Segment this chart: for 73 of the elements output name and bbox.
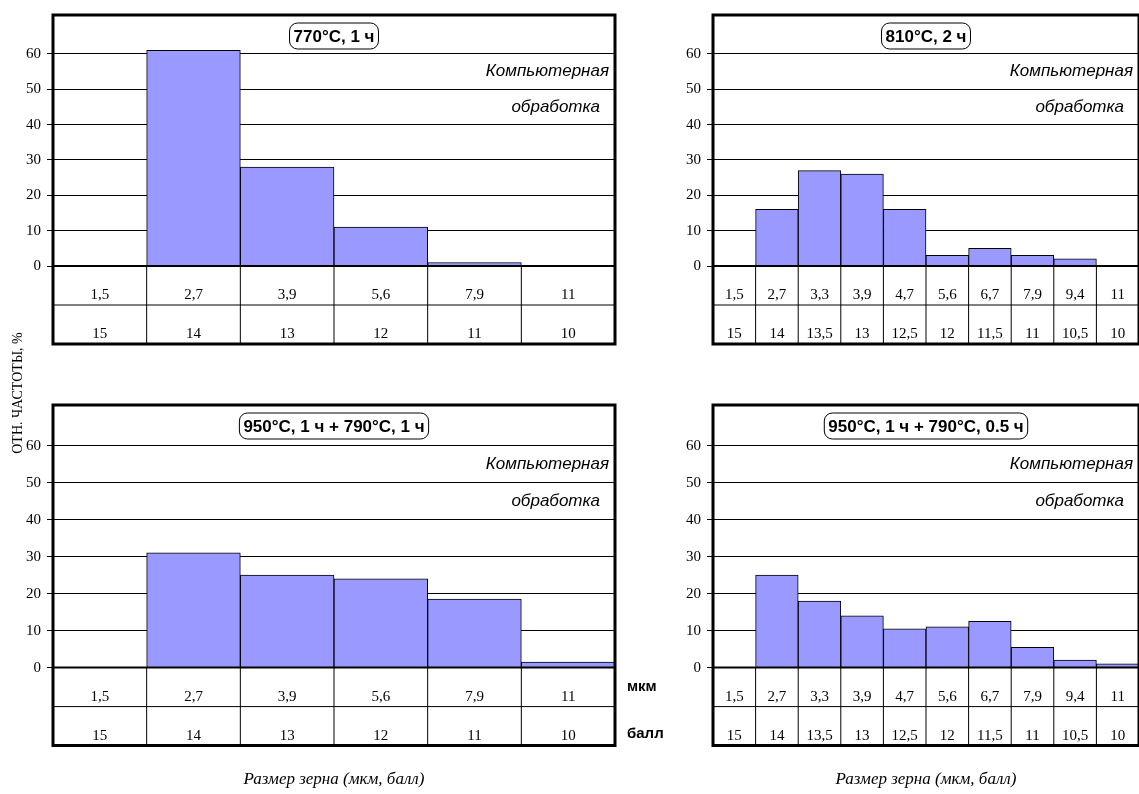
category-label: 3,9 13 [852,286,872,342]
y-tick-label: 50 [686,80,701,97]
y-tick-label: 20 [686,584,701,601]
category-label: 11 10 [1110,286,1126,342]
category-label: 7,9 11 [465,286,484,342]
y-tick-label: 10 [26,221,41,238]
y-tick-label: 10 [686,221,701,238]
text: балл [627,724,664,742]
y-tick-label: 20 [26,584,41,601]
y-tick-label: 10 [26,621,41,638]
category-label: 11 10 [1110,688,1126,744]
y-tick-label: 30 [686,150,701,167]
category-label: 9,4 10,5 [1061,688,1089,744]
y-tick-label: 50 [26,80,41,97]
x-axis-title: Размер зерна (мкм, балл) [834,769,1017,789]
annotation: Компьютерная обработка [1009,453,1133,510]
category-label: 2,7 14 [767,286,787,342]
category-label: 3,9 13 [852,688,872,744]
y-tick-label: 30 [26,150,41,167]
category-label: 4,7 12,5 [891,688,918,744]
category-label: 2,7 14 [184,688,203,744]
category-label: 7,9 11 [1023,688,1042,744]
category-label: 9,4 10,5 [1061,286,1089,342]
category-label: 3,3 13,5 [806,286,833,342]
category-label: 1,5 15 [724,286,744,342]
annotation: Компьютерная обработка [1009,61,1133,116]
y-tick-label: 30 [686,547,701,564]
y-tick-label: 50 [26,473,41,490]
category-label: 2,7 14 [767,688,787,744]
category-label: 11 10 [560,688,576,744]
category-label: 5,6 12 [371,286,391,342]
text: мкм [627,677,657,695]
category-label: 1,5 15 [90,688,110,744]
annotation: Компьютерная обработка [485,453,609,510]
y-tick-label: 60 [26,44,41,61]
y-tick-label: 0 [33,256,41,273]
category-label: 3,9 13 [277,286,297,342]
y-tick-label: 20 [26,186,41,203]
y-tick-label: 40 [26,115,41,132]
category-label: 6,7 11,5 [977,688,1003,744]
category-label: 3,3 13,5 [806,688,833,744]
category-label: 11 10 [560,286,576,342]
x-axis-title: Размер зерна (мкм, балл) [242,769,425,789]
y-tick-label: 60 [686,44,701,61]
y-tick-label: 40 [686,115,701,132]
y-tick-label: 0 [33,658,41,675]
category-label: 5,6 12 [937,286,957,342]
y-tick-label: 0 [693,658,701,675]
category-label: 1,5 15 [90,286,110,342]
text: 770°C, 1 ч [293,26,375,46]
category-label: 2,7 14 [184,286,203,342]
text: 950°C, 1 ч + 790°C, 0.5 ч [828,416,1024,436]
text: 950°C, 1 ч + 790°C, 1 ч [243,416,425,436]
y-tick-label: 40 [26,510,41,527]
y-tick-label: 10 [686,621,701,638]
category-label: 7,9 11 [465,688,484,744]
category-label: 4,7 12,5 [891,286,918,342]
y-tick-label: 40 [686,510,701,527]
y-tick-label: 30 [26,547,41,564]
annotation: Компьютерная обработка [485,61,609,116]
text: 810°C, 2 ч [885,26,967,46]
y-tick-label: 50 [686,473,701,490]
category-label: 5,6 12 [937,688,957,744]
y-tick-label: 0 [693,256,701,273]
category-label: 1,5 15 [724,688,744,744]
y-tick-label: 20 [686,186,701,203]
y-tick-label: 60 [26,436,41,453]
category-label: 5,6 12 [371,688,391,744]
category-label: 3,9 13 [277,688,297,744]
y-tick-label: 60 [686,436,701,453]
category-label: 6,7 11,5 [977,286,1003,342]
category-label: 7,9 11 [1023,286,1042,342]
y-axis-title: ОТН. ЧАСТОТЫ, % [10,331,26,456]
